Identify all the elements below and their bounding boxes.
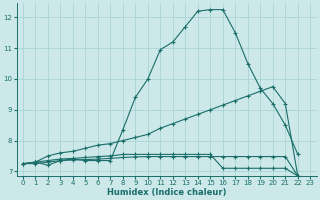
X-axis label: Humidex (Indice chaleur): Humidex (Indice chaleur) bbox=[107, 188, 226, 197]
